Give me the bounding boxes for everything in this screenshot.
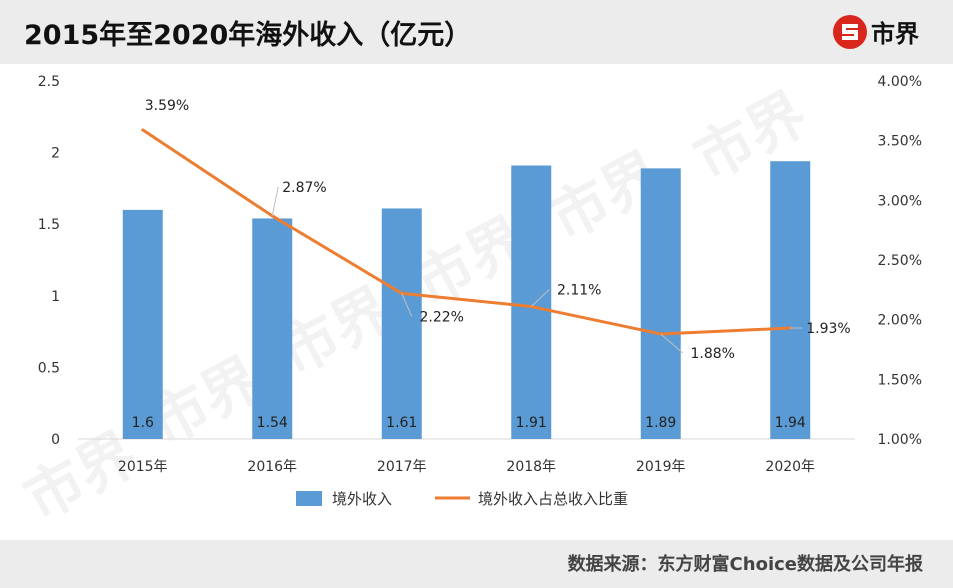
- leader-line: [530, 289, 550, 307]
- header-bar: 2015年至2020年海外收入（亿元） 市界: [0, 0, 953, 64]
- legend: 境外收入 境外收入占总收入比重: [296, 490, 628, 508]
- x-tick-label: 2018年: [506, 459, 556, 475]
- x-tick-label: 2020年: [765, 459, 815, 475]
- line-series: [141, 128, 792, 336]
- line-data-label: 2.22%: [420, 309, 464, 325]
- leader-line: [271, 186, 279, 216]
- line-data-label: 2.87%: [282, 180, 326, 196]
- y-right-tick-label: 2.00%: [878, 313, 922, 329]
- y-right-tick-label: 4.00%: [878, 74, 922, 90]
- bar: [381, 208, 422, 439]
- y-left-tick-label: 2.5: [38, 74, 60, 90]
- y-left-ticks: 0 0.5 1 1.5 2 2.5: [38, 74, 60, 448]
- leader-line: [401, 293, 413, 317]
- y-right-ticks: 1.00% 1.50% 2.00% 2.50% 3.00% 3.50% 4.00%: [878, 74, 922, 448]
- line-series-path: [141, 128, 792, 336]
- x-tick-label: 2016年: [247, 459, 297, 475]
- x-tick-label: 2017年: [377, 459, 427, 475]
- y-right-tick-label: 1.50%: [878, 372, 922, 388]
- bar: [640, 168, 681, 439]
- bar: [122, 209, 163, 439]
- chart-title: 2015年至2020年海外收入（亿元）: [24, 20, 472, 51]
- y-left-tick-label: 1: [51, 289, 60, 305]
- y-left-tick-label: 0.5: [38, 360, 60, 376]
- bar-data-label: 1.94: [775, 415, 806, 431]
- y-right-tick-label: 3.50%: [878, 134, 922, 150]
- legend-label-line: 境外收入占总收入比重: [478, 490, 628, 508]
- bar-data-label: 1.91: [516, 415, 547, 431]
- bar-data-labels: 1.6 1.54 1.61 1.91 1.89 1.94: [132, 415, 806, 431]
- line-data-label: 1.88%: [691, 346, 735, 362]
- leader-line: [660, 333, 684, 354]
- source-note: 数据来源：东方财富Choice数据及公司年报: [567, 554, 923, 575]
- bar-data-label: 1.6: [132, 415, 154, 431]
- bar: [252, 218, 293, 439]
- x-tick-label: 2019年: [636, 459, 686, 475]
- line-data-label: 1.93%: [806, 321, 850, 337]
- x-ticks: 2015年 2016年 2017年 2018年 2019年 2020年: [118, 459, 815, 475]
- s-circle-logo-icon: [833, 14, 867, 49]
- legend-label-bar: 境外收入: [332, 490, 392, 508]
- bar: [511, 165, 552, 439]
- line-data-labels: 3.59% 2.87% 2.22% 2.11% 1.88% 1.93%: [145, 98, 851, 362]
- footer-bar: 数据来源：东方财富Choice数据及公司年报: [0, 540, 953, 588]
- logo-text: 市界: [871, 20, 919, 48]
- y-left-tick-label: 1.5: [38, 217, 60, 233]
- bar-data-label: 1.89: [645, 415, 676, 431]
- bar-series: [122, 161, 811, 439]
- y-left-tick-label: 0: [51, 432, 60, 448]
- logo: 市界: [833, 14, 919, 49]
- bar-data-label: 1.54: [257, 415, 288, 431]
- bar-data-label: 1.61: [386, 415, 417, 431]
- line-data-label: 2.11%: [557, 283, 601, 299]
- line-data-label: 3.59%: [145, 98, 189, 114]
- bar: [770, 161, 811, 439]
- y-right-tick-label: 2.50%: [878, 253, 922, 269]
- legend-swatch-bar: [296, 491, 322, 506]
- y-left-tick-label: 2: [51, 146, 60, 162]
- y-right-tick-label: 3.00%: [878, 193, 922, 209]
- y-right-tick-label: 1.00%: [878, 432, 922, 448]
- x-tick-label: 2015年: [118, 459, 168, 475]
